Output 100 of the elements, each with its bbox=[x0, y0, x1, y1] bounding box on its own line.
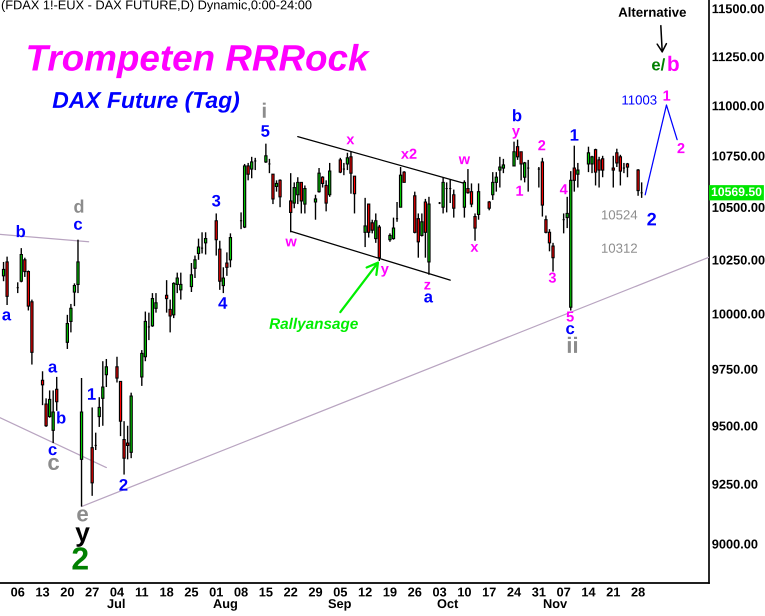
x-tick-label: 19 bbox=[384, 588, 397, 597]
x-tick-label: 31 bbox=[532, 588, 546, 597]
text: Nov bbox=[544, 599, 568, 608]
annotation: ii bbox=[568, 336, 578, 353]
candlestick bbox=[164, 279, 168, 314]
text: Sep bbox=[328, 599, 351, 611]
annotation: b bbox=[57, 411, 66, 424]
annotation: 2 bbox=[647, 212, 656, 226]
annotation: x bbox=[346, 136, 354, 144]
y-tick-label: 9250.00 bbox=[712, 480, 758, 489]
x-tick-label: 01 bbox=[210, 588, 223, 597]
annotation: 1 bbox=[516, 186, 524, 196]
annotation: 1 bbox=[88, 388, 96, 400]
annotation: y bbox=[380, 266, 389, 277]
candlestick bbox=[594, 148, 598, 186]
annotation: x2 bbox=[400, 148, 417, 159]
annotation: e/ bbox=[652, 58, 666, 71]
y-tick-label: 11250.00 bbox=[712, 52, 764, 62]
x-tick-label: 10 bbox=[458, 588, 471, 597]
annotation: 4 bbox=[218, 297, 228, 309]
candlestick bbox=[204, 232, 208, 256]
candlestick bbox=[576, 162, 580, 188]
candlestick bbox=[179, 272, 182, 300]
annotation: 5 bbox=[261, 125, 270, 137]
candlestick bbox=[314, 194, 318, 220]
annotation: (FDAX 1!-EUX - DAX FUTURE,D) Dynamic,0:00-24:00 bbox=[2, 0, 312, 12]
x-tick-label: 08 bbox=[234, 588, 248, 597]
annotation: 3 bbox=[212, 194, 220, 207]
y-tick-label: 9500.00 bbox=[712, 421, 758, 431]
text: 10569.50 bbox=[712, 187, 762, 196]
annotation: c bbox=[74, 220, 82, 230]
x-tick-label: 24 bbox=[507, 588, 522, 596]
candlestick bbox=[392, 216, 396, 240]
annotation: 4 bbox=[560, 184, 568, 194]
candlestick bbox=[636, 168, 640, 196]
candlestick bbox=[346, 152, 350, 171]
x-tick-label: 25 bbox=[184, 588, 198, 597]
text: Oct bbox=[438, 599, 458, 608]
annotation: 10524 bbox=[602, 210, 638, 220]
annotation: 2 bbox=[119, 478, 128, 491]
annotation: 2 bbox=[538, 140, 546, 150]
y-tick-label: 11500.00 bbox=[712, 4, 764, 14]
annotation: e bbox=[77, 509, 88, 522]
annotation: c bbox=[566, 325, 574, 334]
x-tick-label: 05 bbox=[334, 588, 348, 597]
annotation: 1 bbox=[570, 129, 578, 141]
annotation: b bbox=[668, 56, 679, 72]
annotation: 11003 bbox=[622, 95, 657, 105]
candlestick bbox=[488, 200, 491, 212]
annotation: 1 bbox=[664, 90, 670, 101]
x-tick-label: 12 bbox=[358, 588, 372, 596]
annotation: x bbox=[470, 244, 478, 252]
candlestick bbox=[626, 162, 630, 178]
annotation: a bbox=[2, 311, 12, 320]
annotation: Alternative bbox=[618, 7, 686, 17]
text: DAX Future (Tag) bbox=[52, 91, 240, 113]
annotation: b bbox=[16, 225, 26, 238]
text: Jul bbox=[107, 598, 125, 608]
candlestick bbox=[512, 140, 516, 167]
annotation: c bbox=[48, 458, 60, 470]
x-tick-label: 03 bbox=[432, 588, 446, 597]
y-tick-label: 10500.00 bbox=[712, 202, 765, 212]
x-tick-label: 27 bbox=[86, 588, 99, 596]
y-tick-label: 9750.00 bbox=[712, 364, 758, 374]
candlestick bbox=[250, 156, 254, 179]
annotation: 2 bbox=[677, 143, 684, 154]
text: Trompeten RRRock bbox=[28, 44, 370, 78]
x-tick-label: 06 bbox=[11, 588, 24, 597]
annotation: i bbox=[262, 102, 266, 118]
y-tick-label: 10750.00 bbox=[712, 152, 765, 161]
x-tick-label: 21 bbox=[606, 588, 620, 596]
x-tick-label: 14 bbox=[582, 588, 596, 596]
x-tick-label: 22 bbox=[284, 588, 298, 596]
candlestick bbox=[612, 155, 615, 188]
annotation: a bbox=[424, 293, 434, 303]
annotation: a bbox=[48, 363, 58, 373]
x-tick-label: 13 bbox=[36, 588, 50, 597]
x-tick-label: 26 bbox=[408, 588, 422, 597]
y-tick-label: 10000.00 bbox=[712, 309, 765, 318]
annotation: b bbox=[512, 109, 522, 122]
annotation: 3 bbox=[548, 272, 556, 283]
annotation: 5 bbox=[566, 312, 574, 322]
x-tick-label: 17 bbox=[482, 588, 496, 596]
annotation: d bbox=[74, 200, 84, 213]
candlestick bbox=[317, 167, 321, 194]
candlestick bbox=[363, 197, 367, 248]
x-tick-label: 29 bbox=[308, 588, 322, 597]
x-tick-label: 07 bbox=[557, 588, 570, 597]
candlestick bbox=[491, 171, 494, 201]
candlestick bbox=[586, 146, 590, 173]
y-tick-label: 9000.00 bbox=[712, 540, 758, 549]
annotation: w bbox=[458, 156, 470, 164]
x-tick-label: 28 bbox=[631, 588, 645, 597]
x-tick-label: 15 bbox=[260, 588, 273, 597]
x-tick-label: 04 bbox=[110, 588, 124, 597]
y-tick-label: 11000.00 bbox=[712, 101, 764, 110]
x-tick-label: 11 bbox=[136, 588, 148, 596]
candlestick bbox=[278, 178, 282, 208]
candlestick bbox=[52, 390, 55, 444]
annotation: w bbox=[285, 238, 297, 246]
